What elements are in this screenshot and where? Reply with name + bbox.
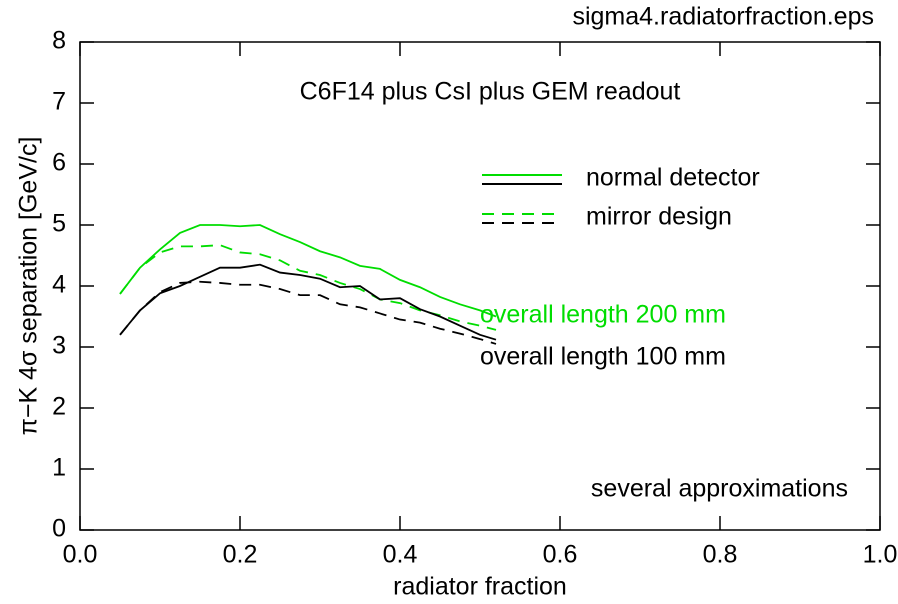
legend-label: normal detector xyxy=(586,164,760,192)
y-tick-label: 5 xyxy=(52,210,66,238)
x-tick-label: 1.0 xyxy=(863,541,898,569)
chart-title: C6F14 plus CsI plus GEM readout xyxy=(300,78,681,106)
x-axis-label: radiator fraction xyxy=(393,573,567,601)
x-tick-label: 0.2 xyxy=(223,541,258,569)
x-tick-label: 0.6 xyxy=(543,541,578,569)
legend-label: mirror design xyxy=(586,203,732,231)
y-tick-label: 2 xyxy=(52,393,66,421)
y-tick-label: 3 xyxy=(52,332,66,360)
annotation: overall length 100 mm xyxy=(480,343,726,371)
x-tick-label: 0.4 xyxy=(383,541,418,569)
y-tick-label: 6 xyxy=(52,149,66,177)
series-line xyxy=(119,263,497,341)
series-line xyxy=(119,224,497,318)
y-tick-label: 7 xyxy=(52,88,66,116)
y-tick-label: 1 xyxy=(52,454,66,482)
y-tick-label: 8 xyxy=(52,27,66,55)
series-line xyxy=(119,280,497,345)
y-axis-label: π−K 4σ separation [GeV/c] xyxy=(15,137,43,436)
x-tick-label: 0.8 xyxy=(703,541,738,569)
note: several approximations xyxy=(591,475,848,503)
y-tick-label: 0 xyxy=(52,515,66,543)
header: sigma4.radiatorfraction.eps xyxy=(572,3,874,31)
plot-frame xyxy=(79,41,881,531)
x-tick-label: 0.0 xyxy=(63,541,98,569)
y-tick-label: 4 xyxy=(52,271,66,299)
annotation: overall length 200 mm xyxy=(480,301,726,329)
